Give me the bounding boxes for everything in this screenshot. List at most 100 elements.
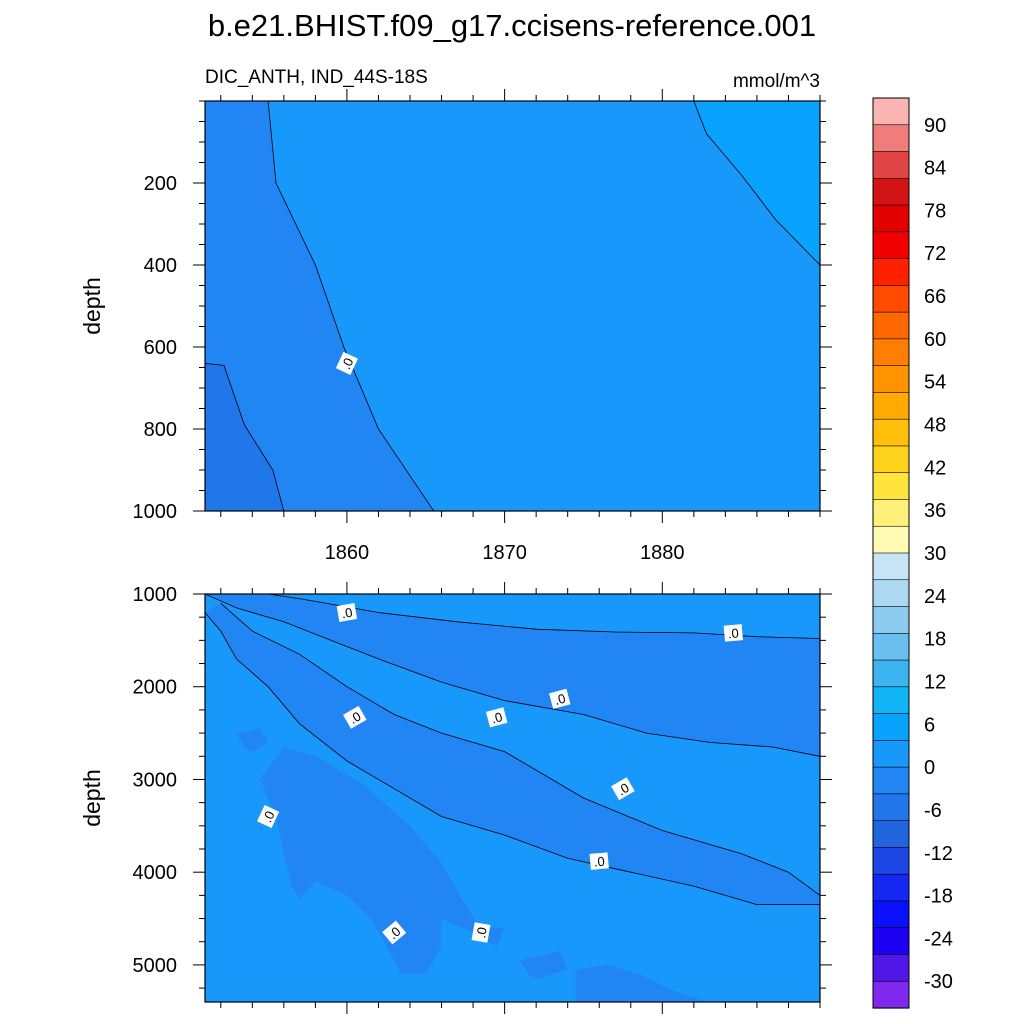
colorbar-swatch xyxy=(872,258,910,286)
colorbar-swatch xyxy=(872,499,910,527)
colorbar-label: 6 xyxy=(924,714,935,736)
contour-label-background xyxy=(343,705,367,729)
colorbar-swatch xyxy=(872,820,910,849)
y-axis-label: depth xyxy=(79,769,105,827)
contour-label-text: .0 xyxy=(473,926,490,939)
colorbar-label: 12 xyxy=(924,672,946,694)
y-tick-label: 1000 xyxy=(133,584,178,606)
contour-label-background xyxy=(336,603,358,622)
colorbar-swatch xyxy=(872,311,910,340)
contour-label-text: .0 xyxy=(553,691,567,708)
contour-fill-region xyxy=(205,363,284,511)
colorbar-swatch xyxy=(872,285,910,313)
contour-label: .0 xyxy=(343,705,367,729)
contour-label-text: .0 xyxy=(340,605,353,622)
contour-fill-region xyxy=(268,101,820,511)
colorbar-swatch xyxy=(872,954,910,982)
colorbar-swatch xyxy=(872,525,910,554)
colorbar-swatch xyxy=(872,552,910,581)
colorbar-swatch xyxy=(872,980,910,1009)
contour-label-background xyxy=(611,777,635,801)
colorbar-swatch xyxy=(872,873,910,902)
contour-fill-region xyxy=(205,594,820,757)
contour-line xyxy=(205,363,285,511)
colorbar-label: -12 xyxy=(924,843,953,865)
y-tick-label: 400 xyxy=(144,255,177,277)
contour-fill-region xyxy=(205,101,434,511)
y-tick-label: 800 xyxy=(144,419,177,441)
colorbar-swatch xyxy=(872,204,910,233)
colorbar-label: 18 xyxy=(924,629,946,651)
y-tick-label: 2000 xyxy=(133,677,178,699)
contour-label-background xyxy=(257,804,280,829)
contour-fill-region xyxy=(260,747,505,975)
colorbar-swatch xyxy=(872,632,910,661)
colorbar-label: 54 xyxy=(924,372,946,394)
colorbar-swatch xyxy=(872,151,910,179)
colorbar-swatch xyxy=(872,445,910,474)
contour-label: .0 xyxy=(335,351,358,375)
colorbar-label: 42 xyxy=(924,457,946,479)
colorbar-label: 60 xyxy=(924,329,946,351)
contour-label: .0 xyxy=(336,603,358,622)
colorbar-swatch xyxy=(872,97,910,126)
colorbar-label: 48 xyxy=(924,415,946,437)
x-tick-label: 1880 xyxy=(640,542,685,564)
y-tick-label: 4000 xyxy=(133,862,178,884)
panel-title: DIC_ANTH, IND_44S-18S xyxy=(205,67,428,88)
colorbar-swatch xyxy=(872,579,910,608)
colorbar-label: 0 xyxy=(924,757,935,779)
plot-area: .0 xyxy=(205,101,820,511)
colorbar-swatch xyxy=(872,418,910,447)
contour-line xyxy=(205,594,820,757)
contour-label-text: .0 xyxy=(593,854,605,870)
colorbar: 908478726660544842363024181260-6-12-18-2… xyxy=(872,97,953,1009)
contour-line xyxy=(220,603,820,896)
colorbar-label: 24 xyxy=(924,586,946,608)
contour-label-background xyxy=(549,688,571,709)
colorbar-label: -30 xyxy=(924,971,953,993)
panel-units: mmol/m^3 xyxy=(733,71,820,92)
contour-label: .0 xyxy=(382,920,407,945)
contour-label-background xyxy=(723,624,743,642)
colorbar-swatch xyxy=(872,124,910,153)
contour-fill-region xyxy=(693,101,820,265)
contour-label: .0 xyxy=(589,852,609,870)
colorbar-label: 78 xyxy=(924,200,946,222)
contour-label-background xyxy=(471,922,491,943)
contour-label-text: .0 xyxy=(727,625,739,641)
colorbar-swatch xyxy=(872,900,910,929)
colorbar-swatch xyxy=(872,740,910,768)
colorbar-label: 84 xyxy=(924,158,946,180)
x-tick-label: 1870 xyxy=(482,542,527,564)
colorbar-label: -24 xyxy=(924,928,953,950)
y-tick-label: 5000 xyxy=(133,955,178,977)
y-tick-label: 600 xyxy=(144,337,177,359)
contour-fill-region xyxy=(520,951,568,979)
colorbar-swatch xyxy=(872,793,910,822)
colorbar-frame xyxy=(872,97,910,1009)
colorbar-label: 30 xyxy=(924,543,946,565)
colorbar-swatch xyxy=(872,177,910,206)
colorbar-swatch xyxy=(872,606,910,634)
upper-panel: .0 1860 1870 1880 200 400 600 800 1000 depth DIC_A… xyxy=(79,67,832,564)
contour-label: .0 xyxy=(549,688,571,709)
colorbar-swatch xyxy=(872,686,910,715)
colorbar-label: 90 xyxy=(924,115,946,137)
plot-area: .0 .0 .0 .0 .0 .0 .0 .0 .0 .0 xyxy=(205,594,820,1002)
colorbar-swatch xyxy=(872,713,910,741)
contour-label: .0 xyxy=(257,804,280,829)
y-tick-label: 1000 xyxy=(133,501,178,523)
contour-label-background xyxy=(335,351,358,375)
contour-label-background xyxy=(485,707,508,728)
colorbar-swatch xyxy=(872,338,910,367)
contour-label: .0 xyxy=(485,707,508,728)
colorbar-label: -18 xyxy=(924,886,953,908)
colorbar-swatch xyxy=(872,766,910,795)
figure-title: b.e21.BHIST.f09_g17.ccisens-reference.00… xyxy=(208,8,816,43)
contour-label: .0 xyxy=(723,624,743,642)
colorbar-label: 72 xyxy=(924,243,946,265)
contour-label: .0 xyxy=(611,777,635,801)
contour-label-text: .0 xyxy=(490,709,504,726)
colorbar-swatch xyxy=(872,365,910,394)
